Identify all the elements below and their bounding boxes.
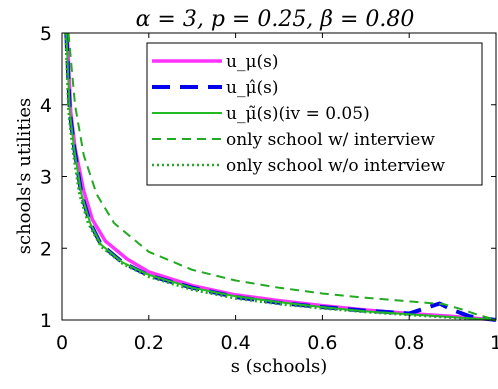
series-line-3 (65, 32, 497, 321)
y-tick-label: 2 (40, 238, 52, 260)
legend-label-5: only school w/o interview (226, 156, 446, 176)
legend: u_μ(s) u_μ̂(s) u_μ̃(s)(iv = 0.05) only scho… (146, 42, 483, 186)
chart-title: α = 3, p = 0.25, β = 0.80 (136, 7, 415, 32)
x-tick-label: 0.6 (307, 332, 337, 354)
legend-label-2: u_μ̂(s) (226, 78, 279, 98)
legend-label-3: u_μ̃(s)(iv = 0.05) (226, 104, 370, 124)
y-axis-label: schools's utilities (14, 98, 35, 254)
legend-label-4: only school w/ interview (226, 130, 435, 150)
x-tick-label: 0.2 (134, 332, 164, 354)
y-tick-label: 3 (40, 167, 52, 189)
series-line-4 (67, 32, 497, 321)
series-line-5 (64, 32, 497, 322)
y-tick-label: 5 (40, 23, 52, 45)
plot-lines (64, 32, 497, 322)
axis-ticks: 0 0.2 0.4 0.6 0.8 1 1 2 3 4 5 (40, 23, 498, 354)
x-axis-label: s (schools) (231, 356, 328, 377)
x-tick-label: 0.4 (220, 332, 250, 354)
x-tick-label: 1 (490, 332, 498, 354)
x-tick-label: 0 (56, 332, 68, 354)
y-tick-label: 4 (40, 95, 52, 117)
x-tick-label: 0.8 (394, 332, 424, 354)
legend-label-1: u_μ(s) (226, 52, 279, 72)
y-tick-label: 1 (40, 310, 52, 332)
